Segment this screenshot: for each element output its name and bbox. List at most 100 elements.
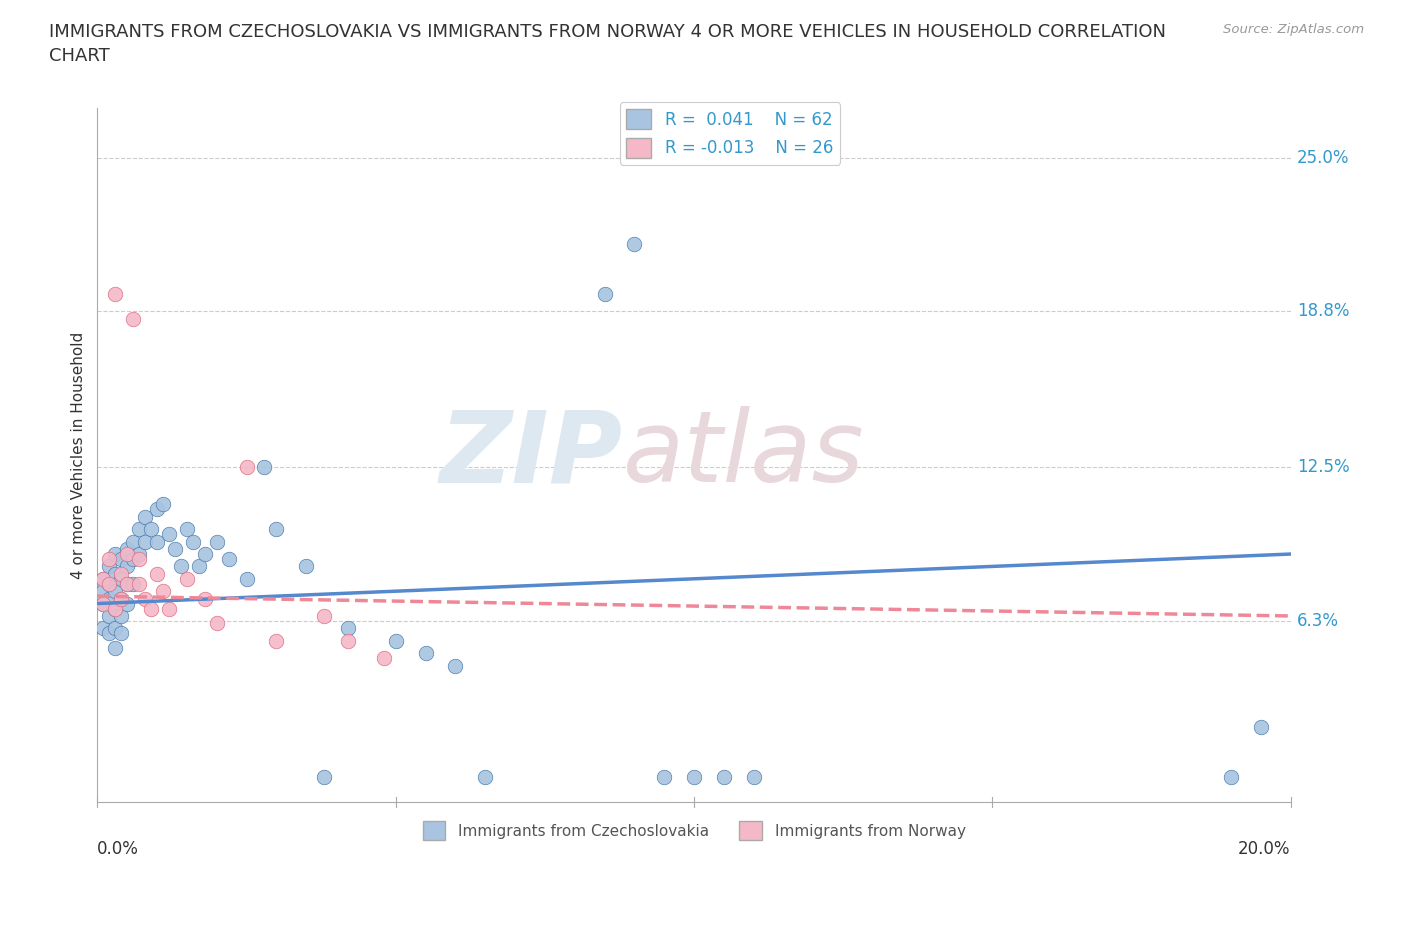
Text: 20.0%: 20.0% xyxy=(1239,840,1291,858)
Point xyxy=(122,577,145,591)
Point xyxy=(314,770,336,785)
Point xyxy=(110,626,132,641)
Point xyxy=(157,601,180,616)
Point xyxy=(128,551,150,566)
Point xyxy=(110,571,132,586)
Point xyxy=(104,286,127,301)
Point xyxy=(128,577,150,591)
Point xyxy=(176,522,198,537)
Point xyxy=(235,459,257,474)
Point xyxy=(139,601,162,616)
Y-axis label: 4 or more Vehicles in Household: 4 or more Vehicles in Household xyxy=(72,331,86,578)
Point xyxy=(314,608,336,623)
Point xyxy=(146,502,169,517)
Point xyxy=(98,577,121,591)
Point xyxy=(266,522,288,537)
Text: 12.5%: 12.5% xyxy=(1296,458,1350,476)
Point xyxy=(187,559,209,574)
Point xyxy=(336,633,359,648)
Point xyxy=(115,577,138,591)
Point xyxy=(110,608,132,623)
Point xyxy=(336,621,359,636)
Point xyxy=(205,534,228,549)
Point xyxy=(683,770,706,785)
Point xyxy=(104,601,127,616)
Point xyxy=(194,591,217,606)
Point xyxy=(152,584,174,599)
Point xyxy=(104,621,127,636)
Point xyxy=(98,626,121,641)
Point xyxy=(176,571,198,586)
Point xyxy=(266,633,288,648)
Point xyxy=(104,641,127,656)
Point xyxy=(115,577,138,591)
Point xyxy=(713,770,735,785)
Point xyxy=(98,559,121,574)
Point xyxy=(134,591,156,606)
Point xyxy=(593,286,616,301)
Point xyxy=(134,510,156,525)
Point xyxy=(91,571,114,586)
Point xyxy=(104,601,127,616)
Point xyxy=(110,551,132,566)
Text: IMMIGRANTS FROM CZECHOSLOVAKIA VS IMMIGRANTS FROM NORWAY 4 OR MORE VEHICLES IN H: IMMIGRANTS FROM CZECHOSLOVAKIA VS IMMIGR… xyxy=(49,23,1166,65)
Point xyxy=(652,770,675,785)
Point xyxy=(742,770,765,785)
Point xyxy=(104,547,127,562)
Point xyxy=(91,596,114,611)
Point xyxy=(444,658,467,673)
Legend: Immigrants from Czechoslovakia, Immigrants from Norway: Immigrants from Czechoslovakia, Immigran… xyxy=(416,816,972,846)
Point xyxy=(115,547,138,562)
Text: 18.8%: 18.8% xyxy=(1296,302,1350,320)
Point xyxy=(373,651,395,666)
Point xyxy=(146,534,169,549)
Point xyxy=(110,591,132,606)
Text: Source: ZipAtlas.com: Source: ZipAtlas.com xyxy=(1223,23,1364,36)
Point xyxy=(194,547,217,562)
Point xyxy=(623,237,645,252)
Point xyxy=(115,596,138,611)
Point xyxy=(139,522,162,537)
Point xyxy=(163,541,186,556)
Text: 6.3%: 6.3% xyxy=(1296,612,1339,630)
Text: atlas: atlas xyxy=(623,406,865,503)
Point xyxy=(384,633,406,648)
Point xyxy=(253,459,276,474)
Point xyxy=(1220,770,1243,785)
Point xyxy=(110,566,132,581)
Text: 0.0%: 0.0% xyxy=(97,840,139,858)
Point xyxy=(181,534,204,549)
Point xyxy=(110,591,132,606)
Point xyxy=(122,312,145,326)
Point xyxy=(295,559,318,574)
Point xyxy=(91,596,114,611)
Point xyxy=(170,559,193,574)
Point xyxy=(157,526,180,541)
Point xyxy=(122,551,145,566)
Point xyxy=(474,770,496,785)
Point xyxy=(128,547,150,562)
Point xyxy=(205,616,228,631)
Point xyxy=(235,571,257,586)
Point xyxy=(218,551,240,566)
Point xyxy=(98,608,121,623)
Point xyxy=(91,571,114,586)
Point xyxy=(115,559,138,574)
Point xyxy=(91,584,114,599)
Point xyxy=(146,566,169,581)
Text: 25.0%: 25.0% xyxy=(1296,149,1350,166)
Point xyxy=(152,497,174,512)
Point xyxy=(415,645,437,660)
Point xyxy=(91,621,114,636)
Point xyxy=(98,591,121,606)
Text: ZIP: ZIP xyxy=(440,406,623,503)
Point xyxy=(98,551,121,566)
Point xyxy=(98,577,121,591)
Point xyxy=(104,566,127,581)
Point xyxy=(134,534,156,549)
Point xyxy=(115,541,138,556)
Point xyxy=(104,584,127,599)
Point xyxy=(122,534,145,549)
Point xyxy=(1250,720,1272,735)
Point xyxy=(128,522,150,537)
